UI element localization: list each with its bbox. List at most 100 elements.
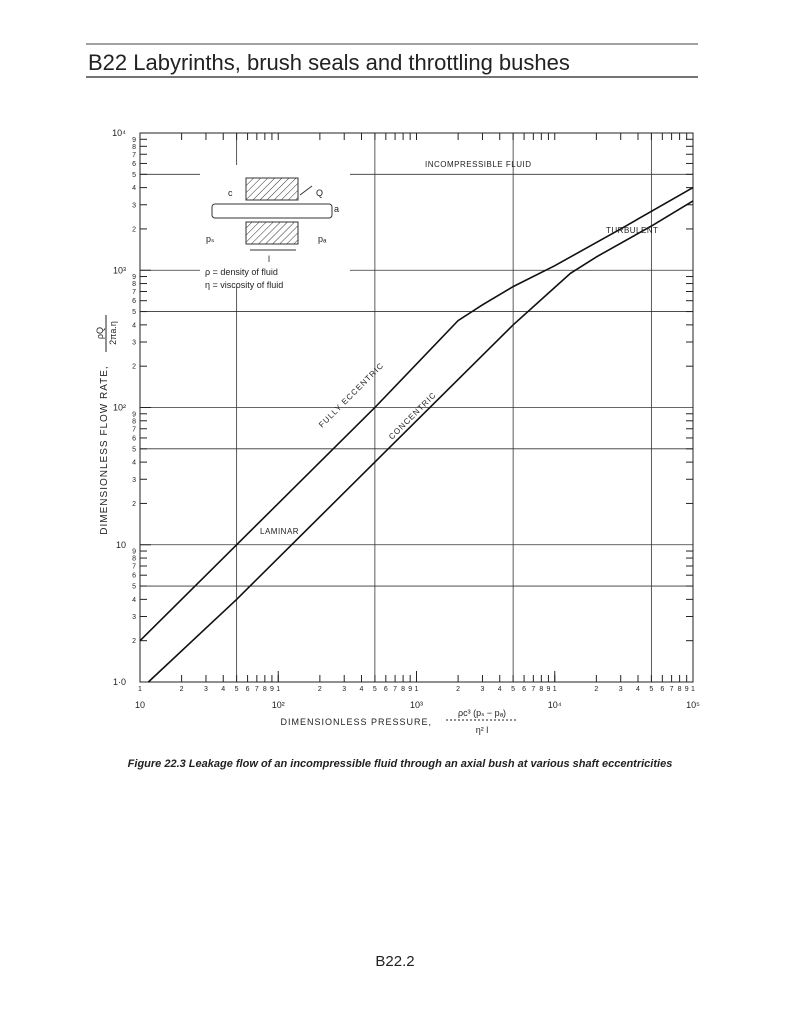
x-minor-label: 4 [360,686,364,693]
y-minor-label: 3 [132,614,136,621]
y-minor-label: 8 [132,556,136,563]
data-line [147,200,694,683]
bush-bottom [245,221,299,245]
y-minor-label: 6 [132,573,136,580]
x-tick-label: 10 [135,700,145,710]
inset-label: c [228,188,233,198]
x-minor-label: 1 [691,686,695,693]
y-minor-label: 9 [132,549,136,556]
y-minor-label: 4 [132,322,136,329]
x-minor-label: 9 [408,686,412,693]
y-tick-label: 1·0 [113,677,126,687]
y-axis-label: DIMENSIONLESS FLOW RATE, [99,365,110,534]
x-minor-label: 5 [649,686,653,693]
x-axis-label: DIMENSIONLESS PRESSURE, [280,717,432,727]
x-minor-label: 6 [246,686,250,693]
x-minor-label: 1 [138,686,142,693]
x-minor-label: 7 [670,686,674,693]
y-minor-label: 9 [132,137,136,144]
y-minor-label: 3 [132,202,136,209]
figure-caption: Figure 22.3 Leakage flow of an incompres… [128,758,673,770]
x-minor-label: 2 [180,686,184,693]
data-line [139,186,694,642]
y-label-denominator: 2πa.η [108,321,118,345]
x-minor-label: 1 [415,686,419,693]
y-minor-label: 3 [132,340,136,347]
x-tick-label: 10⁴ [548,700,562,710]
legend-text: ρ = density of fluid [205,267,278,277]
series-label: CONCENTRIC [387,390,438,441]
x-minor-label: 4 [221,686,225,693]
x-minor-label: 5 [373,686,377,693]
x-minor-label: 9 [546,686,550,693]
x-label-numerator: ρc³ (pₛ − pₐ) [458,708,506,718]
y-tick-label: 10³ [113,265,126,275]
y-minor-label: 2 [132,364,136,371]
bush-top [245,177,299,201]
y-label-numerator: ρQ [95,327,105,339]
y-minor-label: 8 [132,418,136,425]
x-minor-label: 4 [636,686,640,693]
x-minor-label: 3 [619,686,623,693]
y-minor-label: 5 [132,309,136,316]
y-minor-label: 2 [132,226,136,233]
x-minor-label: 1 [276,686,280,693]
y-minor-label: 9 [132,411,136,418]
page-number: B22.2 [375,953,414,970]
annotation: TURBULENT [606,226,659,235]
y-minor-label: 9 [132,274,136,281]
y-minor-label: 7 [132,426,136,433]
x-minor-label: 8 [539,686,543,693]
y-minor-label: 7 [132,564,136,571]
x-minor-label: 3 [342,686,346,693]
inset-label: pₛ [206,234,214,244]
y-minor-label: 8 [132,144,136,151]
x-minor-label: 8 [263,686,267,693]
y-minor-label: 6 [132,298,136,305]
legend-text: η = viscosity of fluid [205,280,283,290]
annotation: LAMINAR [260,527,299,536]
x-minor-label: 5 [235,686,239,693]
y-minor-label: 4 [132,460,136,467]
flow-arrow [299,185,313,196]
x-minor-label: 6 [660,686,664,693]
y-minor-label: 2 [132,501,136,508]
x-minor-label: 7 [531,686,535,693]
x-tick-label: 10⁵ [686,700,700,710]
y-minor-label: 4 [132,185,136,192]
x-minor-label: 2 [318,686,322,693]
x-minor-label: 3 [204,686,208,693]
x-minor-label: 7 [255,686,259,693]
y-minor-label: 6 [132,161,136,168]
shaft [211,203,333,219]
y-minor-label: 7 [132,289,136,296]
x-minor-label: 4 [498,686,502,693]
y-minor-label: 5 [132,446,136,453]
x-minor-label: 8 [401,686,405,693]
x-minor-label: 5 [511,686,515,693]
inset-diagram [200,165,350,287]
x-tick-label: 10³ [410,700,423,710]
inset-label: Q [316,188,323,198]
y-minor-label: 3 [132,477,136,484]
x-minor-label: 9 [270,686,274,693]
annotation: INCOMPRESSIBLE FLUID [425,160,531,169]
x-minor-label: 3 [481,686,485,693]
y-tick-label: 10 [116,540,126,550]
x-minor-label: 9 [685,686,689,693]
series-label: FULLY ECCENTRIC [317,361,386,430]
x-minor-label: 7 [393,686,397,693]
x-minor-label: 8 [678,686,682,693]
x-tick-label: 10² [272,700,285,710]
x-minor-label: 2 [594,686,598,693]
x-minor-label: 1 [553,686,557,693]
x-minor-label: 2 [456,686,460,693]
y-minor-label: 8 [132,281,136,288]
y-minor-label: 2 [132,638,136,645]
y-tick-label: 10² [113,403,126,413]
y-minor-label: 6 [132,435,136,442]
figure: 1 2 3 4 5 6 7 8 9 1 2 3 4 5 6 7 8 9 1 2 3 4 5 6 7 8 9 1 2 3 4 5 6 7 8 9 1234… [95,128,700,735]
y-tick-label: 10⁴ [112,128,126,138]
inset-label: a [334,204,339,214]
